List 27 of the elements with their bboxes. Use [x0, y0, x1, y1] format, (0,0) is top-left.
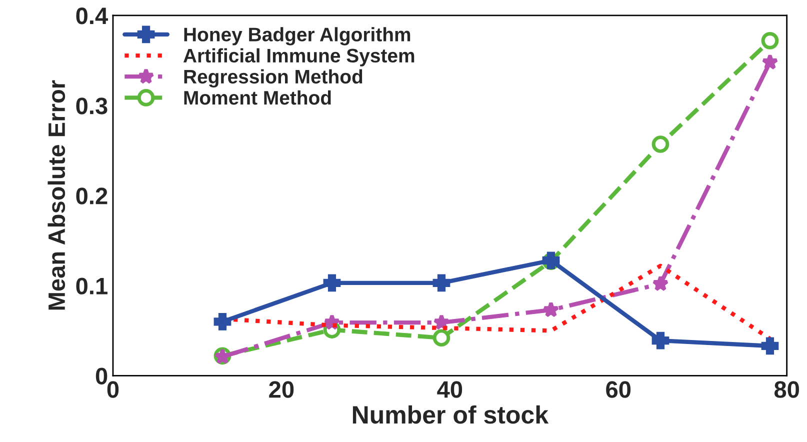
x-tick-label: 20: [269, 381, 294, 398]
legend-label: Regression Method: [184, 69, 362, 88]
legend-label: Moment Method: [184, 90, 331, 105]
y-tick-label: 0.4: [76, 8, 108, 24]
x-tick-label: 40: [437, 381, 462, 398]
point: [652, 136, 670, 153]
point: [762, 54, 778, 70]
x-axis-title: Number of stock: [352, 405, 549, 424]
x-tick-label: 80: [774, 381, 799, 398]
y-tick-label: 0.2: [76, 188, 108, 204]
point: [432, 274, 450, 292]
point: [432, 329, 450, 347]
point: [761, 337, 779, 355]
legend-label: Honey Badger Algorithm: [184, 27, 410, 46]
point: [652, 332, 670, 350]
y-tick-label: 0: [96, 368, 108, 384]
y-tick-label: 0.3: [76, 98, 108, 114]
y-axis-title: Mean Absolute Error: [48, 80, 66, 310]
point: [542, 301, 560, 318]
x-tick-label: 0: [107, 381, 119, 398]
legend-label: Artificial Immune System: [183, 48, 414, 66]
y-tick-label: 0.1: [76, 278, 108, 294]
point: [323, 274, 341, 292]
point: [214, 312, 232, 330]
x-tick-label: 60: [606, 381, 631, 398]
point: [652, 275, 669, 292]
point: [761, 32, 779, 50]
